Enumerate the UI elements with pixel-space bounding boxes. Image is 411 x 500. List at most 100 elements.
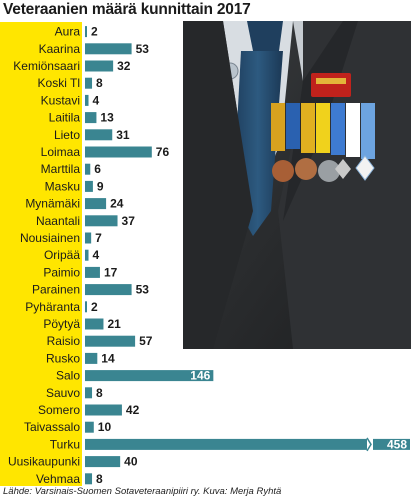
bar bbox=[85, 249, 89, 261]
bar bbox=[85, 94, 89, 106]
value-label: 146 bbox=[190, 369, 210, 383]
value-label: 21 bbox=[107, 317, 121, 331]
value-label: 7 bbox=[95, 231, 102, 245]
value-label: 32 bbox=[117, 59, 131, 73]
category-label: Oripää bbox=[44, 248, 80, 262]
ribbon-3 bbox=[301, 103, 315, 153]
category-label: Kemiönsaari bbox=[13, 59, 80, 73]
bar bbox=[85, 284, 132, 296]
category-label: Nousiainen bbox=[20, 231, 80, 245]
bar bbox=[85, 163, 91, 175]
left-lapel bbox=[183, 21, 253, 349]
category-label: Lieto bbox=[54, 128, 80, 142]
category-label: Taivassalo bbox=[24, 420, 80, 434]
bar bbox=[85, 43, 132, 55]
ribbon-1 bbox=[271, 103, 285, 151]
cross-medal-icon bbox=[335, 159, 351, 179]
chart-title: Veteraanien määrä kunnittain 2017 bbox=[3, 1, 251, 18]
medal-2-icon bbox=[295, 158, 317, 180]
value-label: 8 bbox=[96, 76, 103, 90]
ribbon-6 bbox=[346, 103, 360, 157]
category-label: Kustavi bbox=[41, 93, 80, 107]
bar bbox=[85, 421, 94, 433]
category-label: Uusikaupunki bbox=[8, 455, 80, 469]
bar bbox=[85, 456, 121, 468]
value-label: 53 bbox=[136, 42, 150, 56]
value-label: 40 bbox=[124, 455, 138, 469]
value-label: 14 bbox=[101, 351, 115, 365]
value-label: 37 bbox=[122, 214, 136, 228]
bar bbox=[85, 438, 410, 450]
value-label: 8 bbox=[96, 386, 103, 400]
value-label: 2 bbox=[91, 25, 98, 39]
value-label: 53 bbox=[136, 283, 150, 297]
bar bbox=[85, 404, 122, 416]
bar bbox=[85, 60, 114, 72]
value-label: 458 bbox=[387, 437, 407, 451]
value-label: 42 bbox=[126, 403, 140, 417]
category-label: Mynämäki bbox=[25, 197, 80, 211]
shirt-right bbox=[293, 21, 303, 81]
category-label: Rusko bbox=[46, 351, 80, 365]
bar bbox=[85, 146, 152, 158]
bar bbox=[85, 77, 93, 89]
ribbon-2 bbox=[286, 103, 300, 149]
category-label: Kaarina bbox=[39, 42, 81, 56]
label-band bbox=[0, 22, 82, 486]
bar bbox=[85, 387, 93, 399]
value-label: 31 bbox=[116, 128, 130, 142]
category-label: Laitila bbox=[49, 111, 81, 125]
value-label: 13 bbox=[100, 111, 114, 125]
bar bbox=[85, 266, 100, 278]
bar bbox=[85, 370, 214, 382]
bar bbox=[85, 129, 113, 141]
category-label: Turku bbox=[50, 437, 80, 451]
bar bbox=[85, 180, 93, 192]
white-cross-icon bbox=[355, 155, 375, 181]
value-label: 76 bbox=[156, 145, 170, 159]
category-label: Raisio bbox=[47, 334, 81, 348]
axis-break-gap bbox=[367, 437, 373, 451]
category-label: Paimio bbox=[43, 265, 80, 279]
category-label: Naantali bbox=[36, 214, 80, 228]
category-label: Somero bbox=[38, 403, 80, 417]
value-label: 57 bbox=[139, 334, 153, 348]
category-label: Pöytyä bbox=[43, 317, 80, 331]
category-label: Vehmaa bbox=[36, 472, 80, 486]
bar-chart: Aura 2 Kaarina 53 Kemiönsaari 32 Koski Tl 8 Kust… bbox=[0, 22, 410, 486]
bar bbox=[85, 352, 98, 364]
medal-1-icon bbox=[272, 160, 294, 182]
category-label: Parainen bbox=[32, 283, 80, 297]
category-label: Sauvo bbox=[46, 386, 80, 400]
medal-3-icon bbox=[318, 160, 340, 182]
ribbon-4 bbox=[316, 103, 330, 153]
axis-break-mark bbox=[366, 437, 372, 452]
category-label: Marttila bbox=[41, 162, 81, 176]
value-label: 17 bbox=[104, 265, 118, 279]
photo-svg bbox=[183, 21, 411, 349]
ribbon-7 bbox=[361, 103, 375, 159]
veteran-suit-medals-photo bbox=[183, 21, 411, 349]
source-credit: Lähde: Varsinais-Suomen Sotaveteraanipii… bbox=[3, 486, 282, 497]
tie-knot bbox=[247, 21, 283, 51]
category-label: Koski Tl bbox=[38, 76, 80, 90]
bar bbox=[85, 215, 118, 227]
bar bbox=[85, 112, 97, 124]
bar bbox=[85, 335, 136, 347]
bar bbox=[85, 232, 92, 244]
value-label: 4 bbox=[93, 248, 100, 262]
category-label: Masku bbox=[45, 179, 80, 193]
bar bbox=[85, 318, 104, 330]
bar bbox=[85, 473, 93, 485]
value-label: 2 bbox=[91, 300, 98, 314]
value-label: 6 bbox=[94, 162, 101, 176]
category-label: Loimaa bbox=[41, 145, 81, 159]
medal-bar-gold bbox=[316, 78, 346, 84]
bar bbox=[85, 301, 87, 313]
ribbon-5 bbox=[331, 103, 345, 155]
bar bbox=[85, 26, 87, 38]
value-label: 4 bbox=[93, 93, 100, 107]
category-label: Aura bbox=[55, 25, 81, 39]
category-label: Salo bbox=[56, 369, 80, 383]
bar bbox=[85, 198, 107, 210]
